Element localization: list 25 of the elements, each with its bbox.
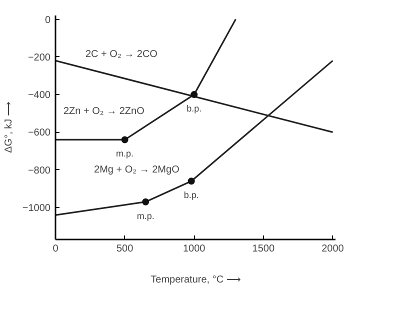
x-tick-label: 2000 <box>322 244 344 254</box>
point <box>142 198 150 206</box>
y-tick-label: −400 <box>28 90 51 102</box>
y-tick-label: −600 <box>28 128 51 139</box>
annotation: m.p. <box>116 148 134 159</box>
y-tick-label: −1000 <box>22 203 51 214</box>
series-label: 2C + O₂ → 2CO <box>86 49 158 60</box>
annotation: b.p. <box>186 104 202 114</box>
x-tick-label: 1000 <box>182 244 206 254</box>
y-tick-label: 0 <box>44 14 51 26</box>
x-axis-title: Temperature, °C ⟶ <box>150 274 240 286</box>
point <box>190 91 198 98</box>
y-tick-label: −800 <box>28 165 51 176</box>
x-tick-label: 1500 <box>252 244 275 254</box>
y-axis-title: ΔG°, kJ ⟶ <box>3 102 14 153</box>
y-tick-label: −200 <box>28 52 51 64</box>
x-tick-label: 500 <box>116 244 134 254</box>
series-label: 2Mg + O₂ → 2MgO <box>94 164 180 176</box>
annotation: b.p. <box>184 190 199 200</box>
x-tick-label: 0 <box>52 244 59 254</box>
point <box>188 178 195 185</box>
line-series <box>56 60 334 216</box>
annotation: m.p. <box>136 210 154 221</box>
point <box>121 136 128 144</box>
series-label: 2Zn + O₂ → 2ZnO <box>64 106 145 118</box>
